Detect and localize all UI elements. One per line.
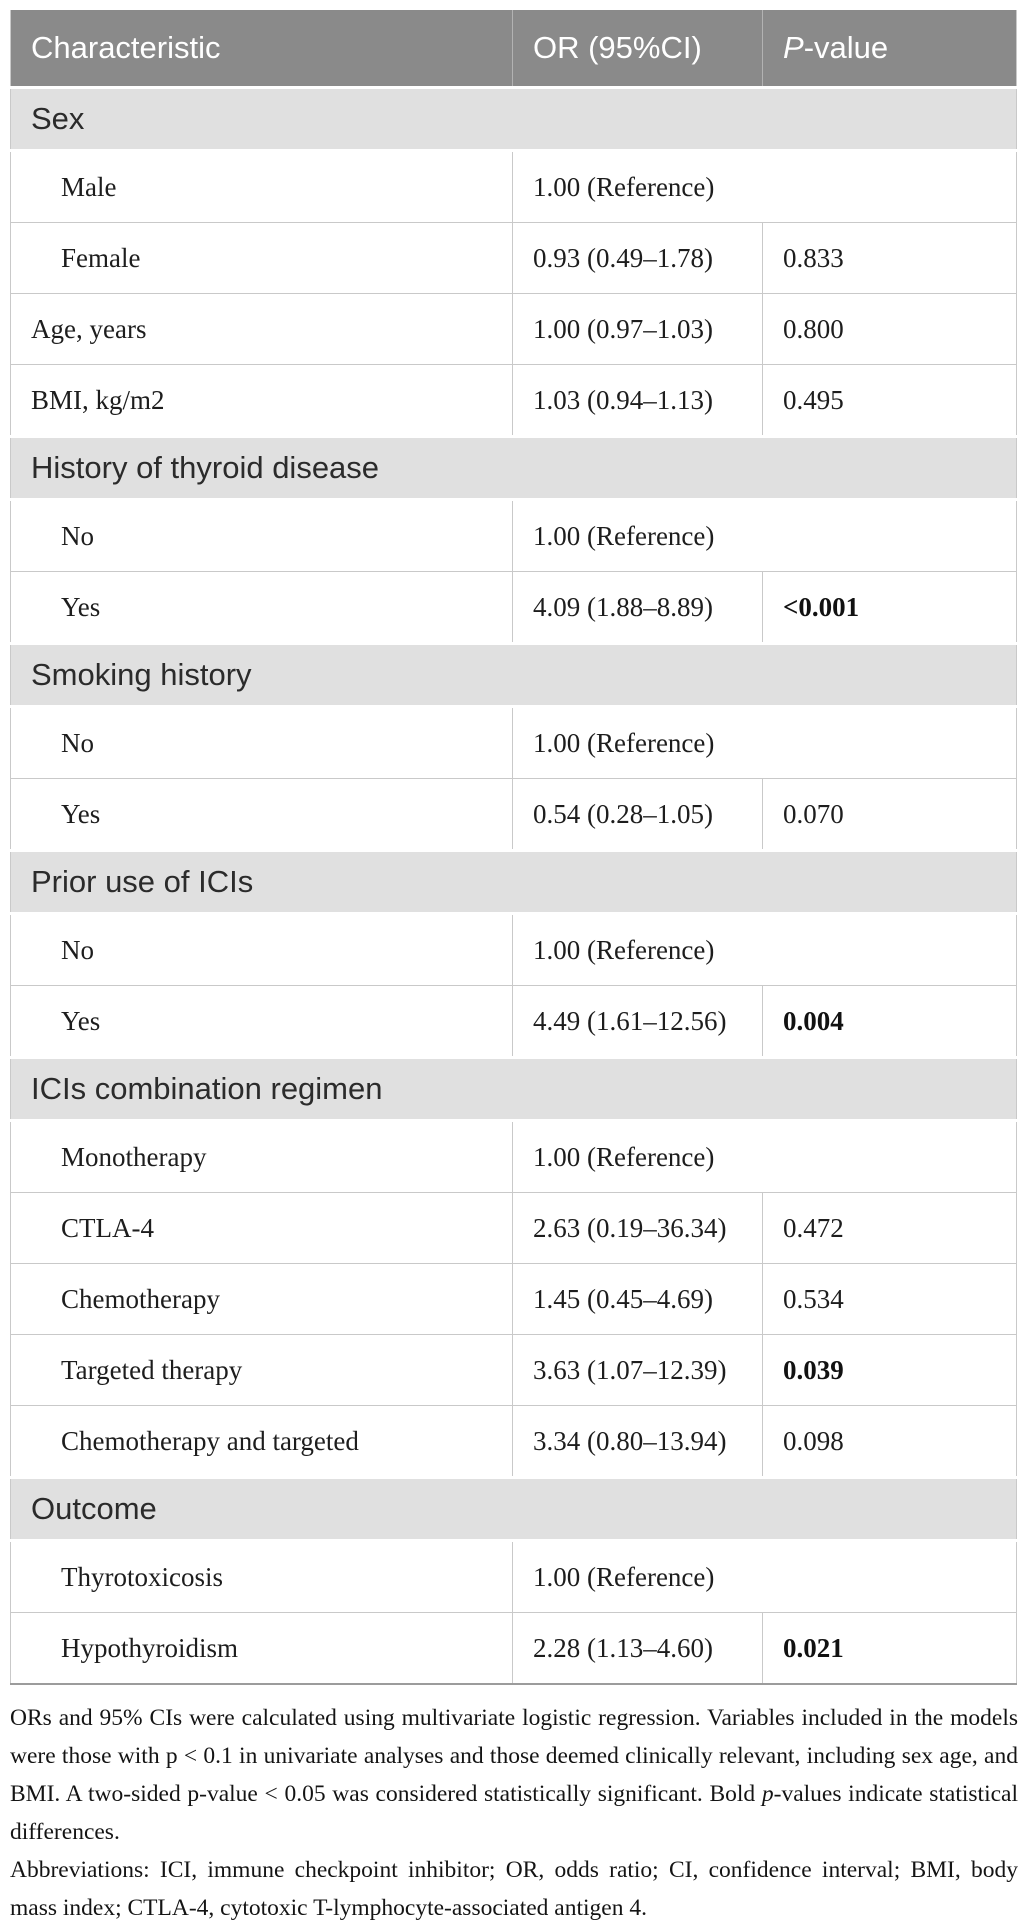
section-row-sex: Sex <box>10 86 1017 152</box>
p-value-italic-p: P <box>783 30 804 65</box>
section-label: Outcome <box>10 1476 1017 1542</box>
characteristic-cell: No <box>10 913 513 986</box>
p-value-cell: 0.534 <box>762 1263 1017 1335</box>
row-prior-ici-yes: Yes 4.49 (1.61–12.56) 0.004 <box>10 985 1017 1058</box>
row-hypothyroidism: Hypothyroidism 2.28 (1.13–4.60) 0.021 <box>10 1612 1017 1684</box>
characteristic-cell: Female <box>10 222 513 294</box>
p-value-cell-significant: <0.001 <box>762 571 1017 644</box>
characteristic-cell: Thyrotoxicosis <box>10 1540 513 1613</box>
characteristic-cell: Monotherapy <box>10 1120 513 1193</box>
section-row-outcome: Outcome <box>10 1476 1017 1542</box>
section-row-ici-regimen: ICIs combination regimen <box>10 1056 1017 1122</box>
or-ci-cell: 1.00 (Reference) <box>512 913 1017 986</box>
regression-results-table: Characteristic OR (95%CI) P-value Sex Ma… <box>10 10 1017 1685</box>
or-ci-cell: 4.09 (1.88–8.89) <box>512 571 763 644</box>
row-monotherapy: Monotherapy 1.00 (Reference) <box>10 1120 1017 1193</box>
column-header-p-value: P-value <box>762 10 1017 89</box>
p-value-cell: 0.800 <box>762 293 1017 365</box>
characteristic-cell: Hypothyroidism <box>10 1612 513 1684</box>
or-ci-cell: 0.54 (0.28–1.05) <box>512 778 763 851</box>
row-age: Age, years 1.00 (0.97–1.03) 0.800 <box>10 293 1017 365</box>
footnote-methods-text-end: -values indicate statistical differences… <box>10 1781 1018 1845</box>
or-ci-cell: 4.49 (1.61–12.56) <box>512 985 763 1058</box>
or-ci-cell: 1.00 (Reference) <box>512 706 1017 779</box>
section-row-prior-ici: Prior use of ICIs <box>10 849 1017 915</box>
p-value-cell: 0.098 <box>762 1405 1017 1478</box>
p-value-cell-significant: 0.039 <box>762 1334 1017 1406</box>
row-thyroid-history-yes: Yes 4.09 (1.88–8.89) <0.001 <box>10 571 1017 644</box>
section-label: ICIs combination regimen <box>10 1056 1017 1122</box>
row-female: Female 0.93 (0.49–1.78) 0.833 <box>10 222 1017 294</box>
footnote-italic-p: p <box>761 1781 774 1807</box>
footnote-methods-text: ORs and 95% CIs were calculated using mu… <box>10 1705 1018 1807</box>
row-thyrotoxicosis: Thyrotoxicosis 1.00 (Reference) <box>10 1540 1017 1613</box>
row-chemo-and-targeted: Chemotherapy and targeted 3.34 (0.80–13.… <box>10 1405 1017 1478</box>
characteristic-cell: Age, years <box>10 293 513 365</box>
p-value-rest: -value <box>803 30 889 65</box>
characteristic-cell: Chemotherapy and targeted <box>10 1405 513 1478</box>
or-ci-cell: 1.03 (0.94–1.13) <box>512 364 763 437</box>
footnote-abbreviations: Abbreviations: ICI, immune checkpoint in… <box>10 1857 1018 1921</box>
section-label: Sex <box>10 86 1017 152</box>
section-label: Prior use of ICIs <box>10 849 1017 915</box>
or-ci-cell: 1.00 (0.97–1.03) <box>512 293 763 365</box>
footnote-methods: ORs and 95% CIs were calculated using mu… <box>10 1699 1018 1851</box>
p-value-cell-significant: 0.021 <box>762 1612 1017 1684</box>
p-value-cell: 0.833 <box>762 222 1017 294</box>
section-row-smoking: Smoking history <box>10 642 1017 708</box>
row-bmi: BMI, kg/m2 1.03 (0.94–1.13) 0.495 <box>10 364 1017 437</box>
characteristic-cell: Yes <box>10 778 513 851</box>
characteristic-cell: Yes <box>10 985 513 1058</box>
characteristic-cell: CTLA-4 <box>10 1192 513 1264</box>
characteristic-cell: Yes <box>10 571 513 644</box>
column-header-or-ci: OR (95%CI) <box>512 10 763 89</box>
section-row-thyroid-history: History of thyroid disease <box>10 435 1017 501</box>
or-ci-cell: 2.28 (1.13–4.60) <box>512 1612 763 1684</box>
or-ci-cell: 1.00 (Reference) <box>512 1120 1017 1193</box>
section-label: Smoking history <box>10 642 1017 708</box>
row-chemotherapy: Chemotherapy 1.45 (0.45–4.69) 0.534 <box>10 1263 1017 1335</box>
table-footnotes: ORs and 95% CIs were calculated using mu… <box>10 1699 1018 1927</box>
section-label: History of thyroid disease <box>10 435 1017 501</box>
characteristic-cell: Male <box>10 150 513 223</box>
table-header: Characteristic OR (95%CI) P-value <box>10 10 1017 89</box>
p-value-cell: 0.472 <box>762 1192 1017 1264</box>
p-value-cell-significant: 0.004 <box>762 985 1017 1058</box>
or-ci-cell: 0.93 (0.49–1.78) <box>512 222 763 294</box>
row-smoking-no: No 1.00 (Reference) <box>10 706 1017 779</box>
p-value-cell: 0.070 <box>762 778 1017 851</box>
header-row: Characteristic OR (95%CI) P-value <box>10 10 1017 89</box>
row-ctla4: CTLA-4 2.63 (0.19–36.34) 0.472 <box>10 1192 1017 1264</box>
row-male: Male 1.00 (Reference) <box>10 150 1017 223</box>
or-ci-cell: 3.63 (1.07–12.39) <box>512 1334 763 1406</box>
or-ci-cell: 3.34 (0.80–13.94) <box>512 1405 763 1478</box>
or-ci-cell: 1.00 (Reference) <box>512 1540 1017 1613</box>
characteristic-cell: Targeted therapy <box>10 1334 513 1406</box>
column-header-characteristic: Characteristic <box>10 10 513 89</box>
or-ci-cell: 1.00 (Reference) <box>512 499 1017 572</box>
row-smoking-yes: Yes 0.54 (0.28–1.05) 0.070 <box>10 778 1017 851</box>
row-thyroid-history-no: No 1.00 (Reference) <box>10 499 1017 572</box>
or-ci-cell: 1.45 (0.45–4.69) <box>512 1263 763 1335</box>
characteristic-cell: No <box>10 499 513 572</box>
characteristic-cell: No <box>10 706 513 779</box>
characteristic-cell: BMI, kg/m2 <box>10 364 513 437</box>
row-targeted-therapy: Targeted therapy 3.63 (1.07–12.39) 0.039 <box>10 1334 1017 1406</box>
or-ci-cell: 1.00 (Reference) <box>512 150 1017 223</box>
characteristic-cell: Chemotherapy <box>10 1263 513 1335</box>
p-value-cell: 0.495 <box>762 364 1017 437</box>
or-ci-cell: 2.63 (0.19–36.34) <box>512 1192 763 1264</box>
row-prior-ici-no: No 1.00 (Reference) <box>10 913 1017 986</box>
